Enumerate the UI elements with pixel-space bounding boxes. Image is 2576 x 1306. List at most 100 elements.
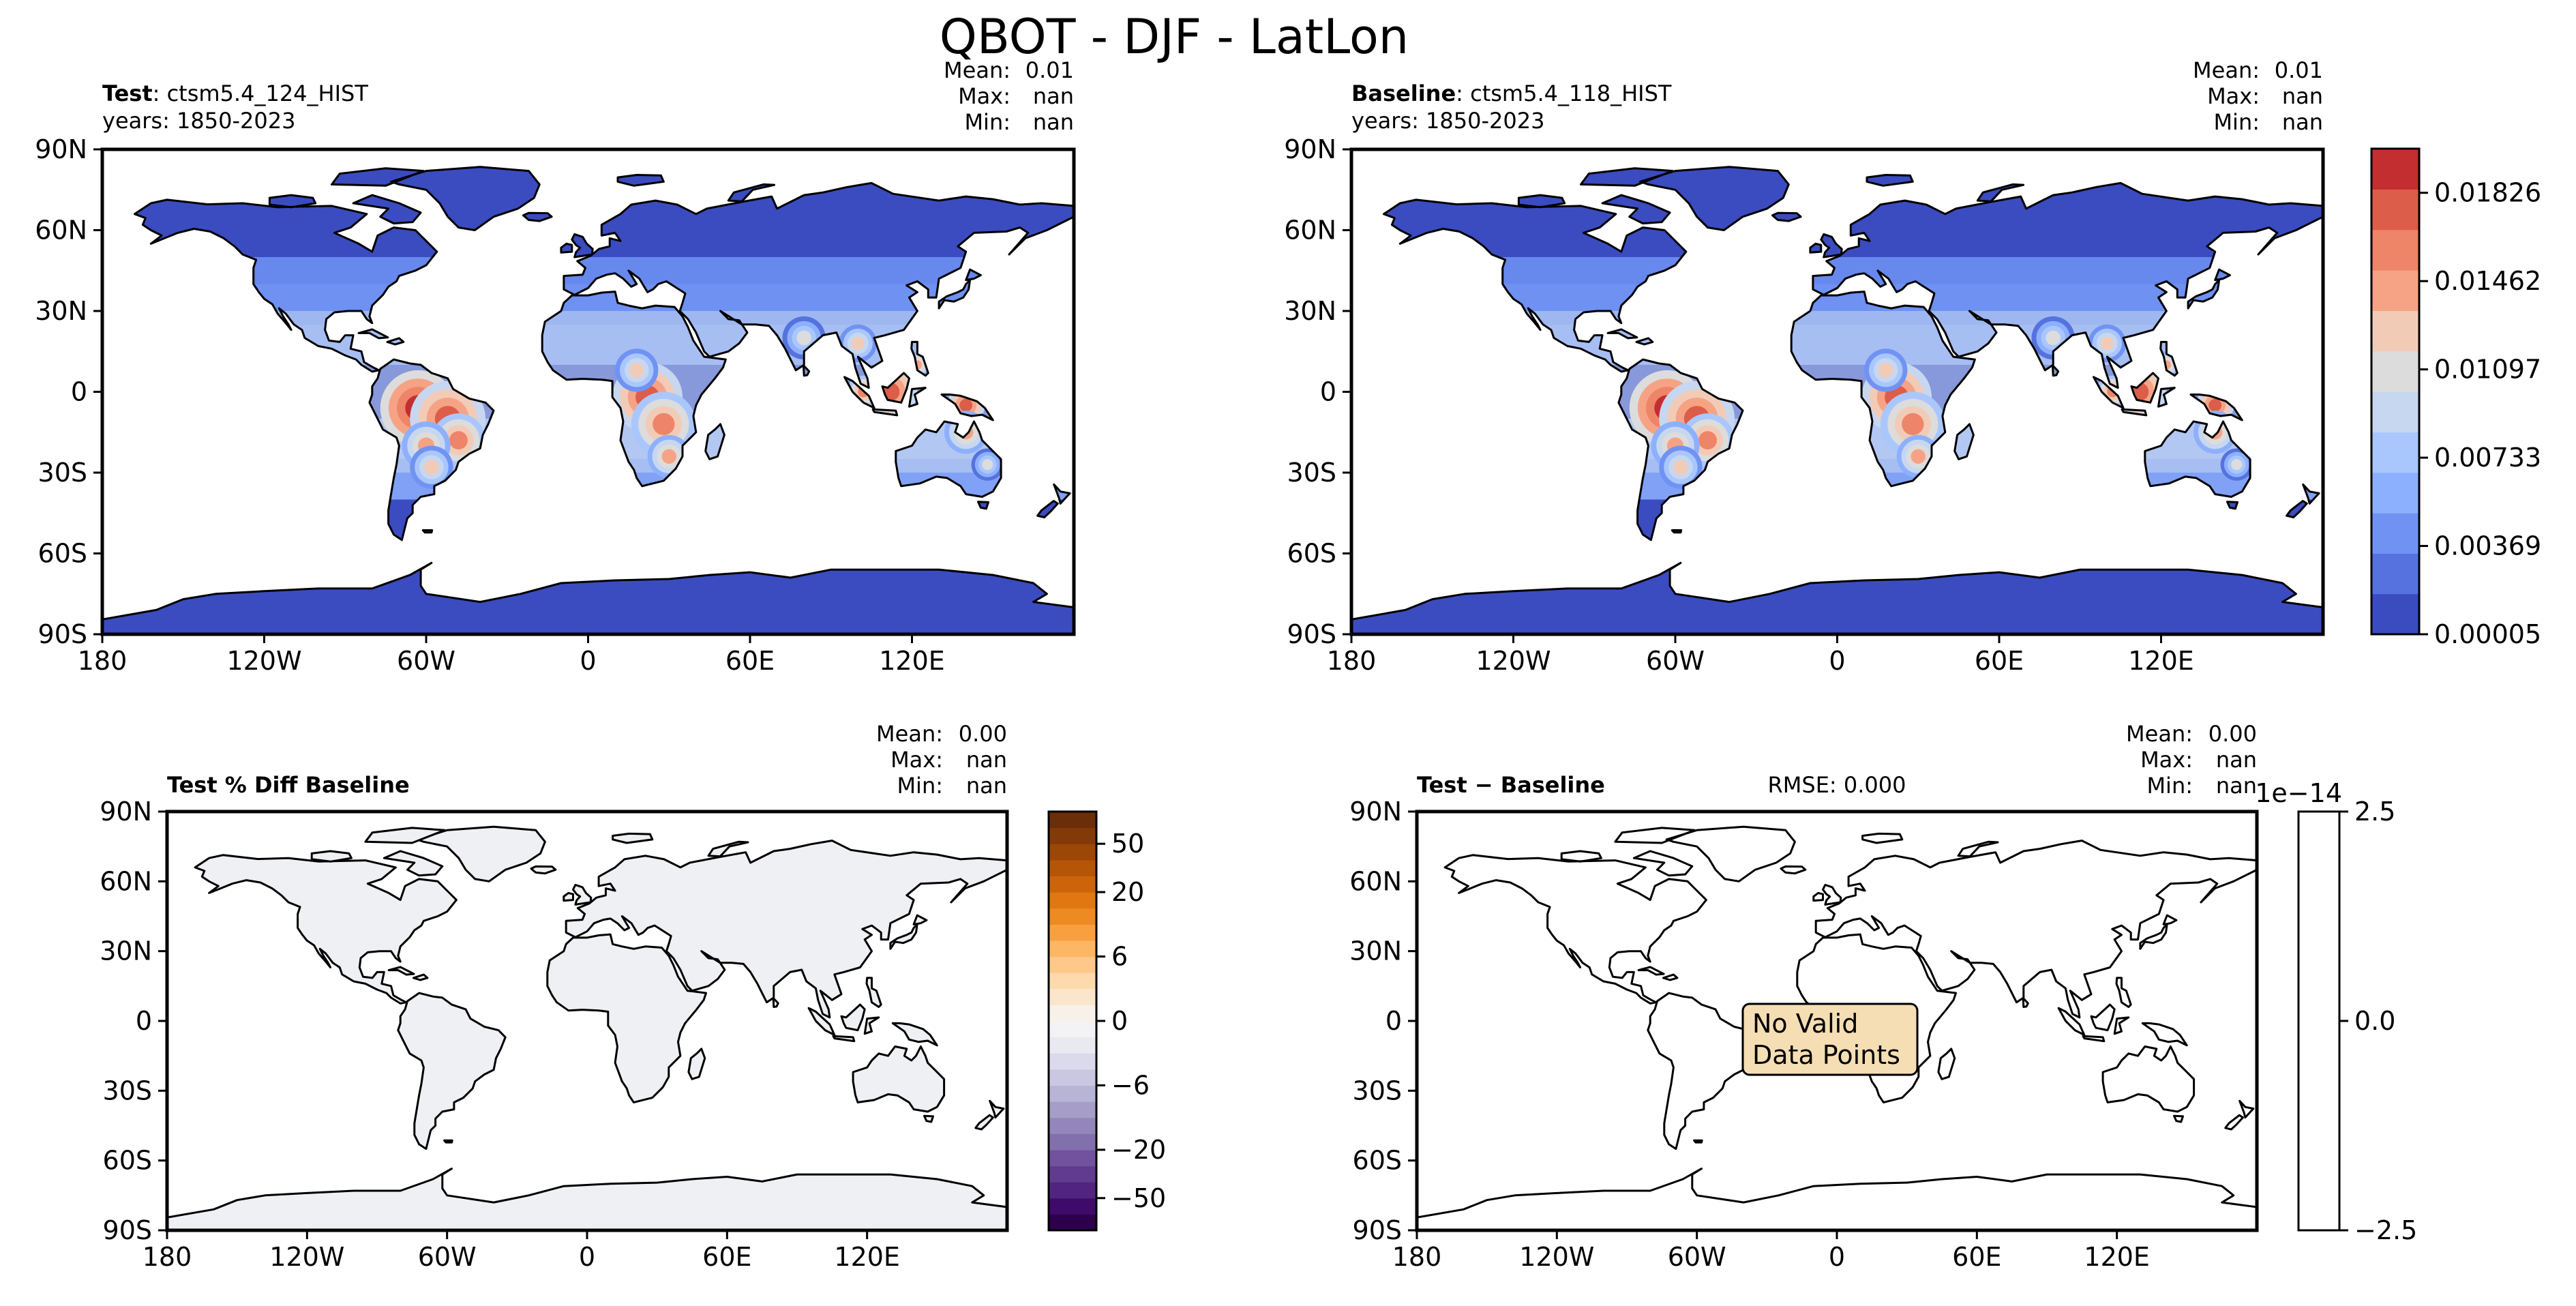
coast-iceland xyxy=(1771,211,1802,222)
stat-max-label: Max: xyxy=(958,83,1010,109)
land-baffin-island xyxy=(1602,195,1671,224)
colorbar-tick-label: 0 xyxy=(1111,1006,1128,1036)
land-philippines xyxy=(865,977,882,1008)
lon-tick-label: 0 xyxy=(579,1242,595,1272)
coast-africa xyxy=(541,291,727,488)
coast-north-america xyxy=(1383,198,1688,373)
stat-mean-value: 0.01 xyxy=(2275,57,2323,83)
coast-hispaniola xyxy=(1635,337,1654,346)
field-contour xyxy=(2208,398,2222,412)
colorbar-segment xyxy=(2371,270,2419,311)
coast-ellesmere-island xyxy=(331,167,425,187)
coast-new-zealand-north xyxy=(2302,483,2320,505)
land-sumatra xyxy=(2057,1007,2086,1036)
colorbar-segment xyxy=(2371,189,2419,231)
field-contour xyxy=(1902,413,1924,436)
panel-heading-rest: : ctsm5.4_118_HIST xyxy=(1456,80,1672,106)
land-greenland xyxy=(415,825,546,882)
land-antarctica xyxy=(1351,563,2323,634)
land-baffin-island xyxy=(353,195,421,224)
land-ellesmere-island xyxy=(1614,827,1696,844)
no-data-line-2: Data Points xyxy=(1752,1040,1900,1070)
coastlines xyxy=(1351,166,2323,634)
colorbar-segment xyxy=(1049,924,1096,941)
land-madagascar xyxy=(687,1048,706,1080)
coast-sri-lanka xyxy=(802,364,811,377)
panel-heading: Baseline: ctsm5.4_118_HIST xyxy=(1351,80,1672,106)
lon-tick-label: 60E xyxy=(1952,1242,2001,1272)
land-hokkaido xyxy=(2162,914,2178,925)
land-sulawesi xyxy=(2113,1016,2130,1035)
lon-tick-label: 180 xyxy=(1327,646,1377,676)
figure-title: QBOT - DJF - LatLon xyxy=(940,9,1409,65)
coast-baffin-island xyxy=(1601,194,1671,225)
coast-japan xyxy=(2187,279,2221,310)
colorbar-segment xyxy=(1049,973,1096,990)
coast-cuba xyxy=(357,328,389,340)
colorbar-segment xyxy=(2371,351,2419,392)
land-falklands xyxy=(443,1139,453,1144)
coast-borneo xyxy=(881,372,910,404)
land-antarctica xyxy=(102,563,1074,634)
land-antarctica xyxy=(1417,1168,2257,1230)
lat-tick-label: 0 xyxy=(1320,377,1336,407)
coast-greenland xyxy=(1639,166,1790,231)
coast-britain xyxy=(571,233,594,258)
stat-min-value: nan xyxy=(966,773,1007,799)
lat-tick-label: 30S xyxy=(103,1075,152,1105)
coast-novaya-zemlya xyxy=(727,183,776,203)
lon-tick-label: 120W xyxy=(269,1242,344,1272)
land-philippines xyxy=(2115,977,2132,1008)
panel-difference: Test − Baseline RMSE: 0.000 Mean: 0.00 M… xyxy=(1349,721,2417,1272)
land-baffin-island xyxy=(383,850,444,877)
land-borneo xyxy=(840,1003,866,1032)
coast-philippines xyxy=(910,340,929,377)
land-hispaniola xyxy=(412,973,429,981)
lon-tick-label: 0 xyxy=(580,646,596,676)
lat-tick-label: 0 xyxy=(1386,1006,1402,1036)
colorbar-segment xyxy=(1049,859,1096,877)
lon-tick-label: 120E xyxy=(2128,646,2194,676)
land-tasmania xyxy=(2173,1114,2184,1123)
land-south-america xyxy=(1647,992,1756,1151)
colorbar-segment xyxy=(1049,1117,1096,1134)
land-cuba xyxy=(1637,966,1665,976)
coast-south-america xyxy=(368,358,495,541)
stat-min-value: nan xyxy=(2216,773,2257,799)
field-contour xyxy=(1878,363,1893,378)
land-victoria-island xyxy=(310,850,353,863)
colorbar-segment xyxy=(1049,1101,1096,1118)
coast-falklands xyxy=(1671,529,1683,534)
stat-min-label: Min: xyxy=(2213,109,2260,135)
land-south-america xyxy=(397,992,507,1151)
lat-tick-label: 90N xyxy=(1349,797,1402,827)
lat-tick-label: 60S xyxy=(38,539,87,569)
lon-tick-label: 180 xyxy=(78,646,128,676)
stats-block: Mean: 0.01 Max: nan Min: nan xyxy=(2193,57,2323,135)
colorbar-segment xyxy=(1049,812,1096,829)
colorbar-segment xyxy=(1049,827,1096,844)
coast-south-america xyxy=(1617,358,1744,541)
field-contour xyxy=(629,363,644,378)
colorbar-tick-label: 0.01462 xyxy=(2434,266,2541,296)
coast-cuba xyxy=(1606,328,1638,340)
colorbar-tick-label: 2.5 xyxy=(2354,797,2395,827)
lon-tick-label: 60E xyxy=(725,646,775,676)
stat-max-label: Max: xyxy=(2207,83,2260,109)
land-java xyxy=(832,1035,856,1043)
stat-max-value: nan xyxy=(1033,83,1074,109)
colorbar-segment xyxy=(1049,1069,1096,1086)
field-contour xyxy=(2231,459,2243,471)
colorbar-tick-label: 0.01826 xyxy=(2434,178,2541,208)
coast-eurasia xyxy=(563,181,1074,389)
panel-test: Test: ctsm5.4_124_HIST years: 1850-2023 … xyxy=(35,57,1076,676)
coast-hokkaido xyxy=(965,268,982,282)
panel-heading: Test % Diff Baseline xyxy=(167,772,410,798)
field-contour xyxy=(959,398,973,412)
land-australia xyxy=(2101,1045,2196,1113)
colorbar-tick-label: −6 xyxy=(1111,1070,1150,1100)
colorbar-segment xyxy=(1049,844,1096,861)
land-ireland xyxy=(563,891,574,902)
lat-tick-label: 90S xyxy=(38,619,87,649)
stat-max-value: nan xyxy=(966,747,1007,773)
